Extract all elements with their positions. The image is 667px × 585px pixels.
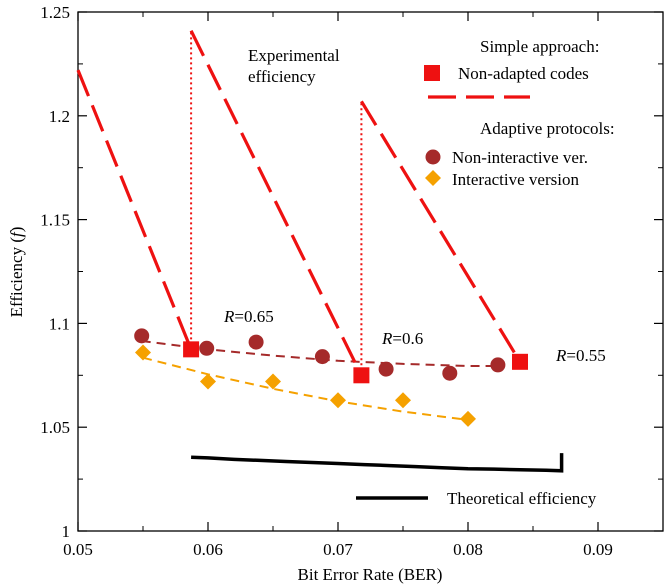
legend-non-interactive-label: Non-interactive ver. bbox=[452, 148, 588, 167]
plot-frame bbox=[77, 11, 664, 532]
legend-group1-title: Simple approach: bbox=[480, 37, 599, 56]
legend-interactive-label: Interactive version bbox=[452, 170, 579, 189]
theoretical-efficiency-line bbox=[191, 453, 564, 473]
y-tick-label: 1.15 bbox=[40, 211, 70, 230]
x-tick-labels: 0.05 0.06 0.07 0.08 0.09 bbox=[63, 540, 613, 559]
y-tick-label: 1.2 bbox=[49, 107, 70, 126]
non-interactive-point bbox=[490, 357, 506, 373]
experimental-dashed-segment bbox=[189, 29, 363, 377]
r-label-06: R=0.6 bbox=[381, 329, 423, 348]
interactive-point bbox=[265, 373, 281, 390]
interactive-fit-line bbox=[142, 356, 469, 421]
non-interactive-point bbox=[248, 334, 264, 350]
x-tick-label: 0.09 bbox=[583, 540, 613, 559]
experimental-label-line2: efficiency bbox=[248, 67, 316, 86]
y-tick-label: 1.25 bbox=[40, 3, 70, 22]
y-axis-title: Efficiency (f) bbox=[7, 227, 26, 318]
non-interactive-point bbox=[134, 328, 150, 344]
x-tick-label: 0.05 bbox=[63, 540, 93, 559]
y-tick-label: 1.05 bbox=[40, 418, 70, 437]
non-adapted-code-point bbox=[353, 367, 370, 384]
experimental-dashed-segment bbox=[76, 69, 193, 351]
non-interactive-point bbox=[378, 361, 394, 377]
x-tick-label: 0.06 bbox=[193, 540, 223, 559]
x-axis-title: Bit Error Rate (BER) bbox=[298, 565, 443, 584]
series-layer bbox=[76, 29, 564, 473]
legend-diamond-marker bbox=[425, 170, 441, 186]
legend-group2-title: Adaptive protocols: bbox=[480, 119, 615, 138]
legend-non-adapted-label: Non-adapted codes bbox=[458, 64, 589, 83]
interactive-point bbox=[135, 344, 151, 361]
y-tick-labels: 1 1.05 1.1 1.15 1.2 1.25 bbox=[40, 3, 70, 541]
y-tick-label: 1.1 bbox=[49, 314, 70, 333]
non-interactive-point bbox=[442, 365, 458, 381]
legend: Simple approach: Non-adapted codes Adapt… bbox=[356, 37, 615, 508]
interactive-point bbox=[330, 392, 346, 409]
experimental-dashed-segment bbox=[360, 100, 522, 363]
r-label-055: R=0.55 bbox=[555, 346, 606, 365]
axis-ticks bbox=[77, 11, 663, 532]
non-adapted-code-point bbox=[512, 353, 528, 370]
x-tick-label: 0.07 bbox=[323, 540, 353, 559]
r-label-065: R=0.65 bbox=[223, 307, 274, 326]
x-tick-label: 0.08 bbox=[453, 540, 483, 559]
non-adapted-code-point bbox=[183, 341, 200, 358]
interactive-point bbox=[460, 410, 476, 427]
legend-theoretical-label: Theoretical efficiency bbox=[447, 489, 597, 508]
legend-circle-marker bbox=[425, 149, 441, 165]
legend-square-marker bbox=[424, 65, 440, 81]
non-interactive-point bbox=[314, 349, 330, 365]
interactive-point bbox=[200, 373, 216, 390]
experimental-label-line1: Experimental bbox=[248, 46, 340, 65]
non-interactive-point bbox=[199, 340, 215, 356]
y-tick-label: 1 bbox=[62, 522, 71, 541]
interactive-point bbox=[395, 392, 411, 409]
